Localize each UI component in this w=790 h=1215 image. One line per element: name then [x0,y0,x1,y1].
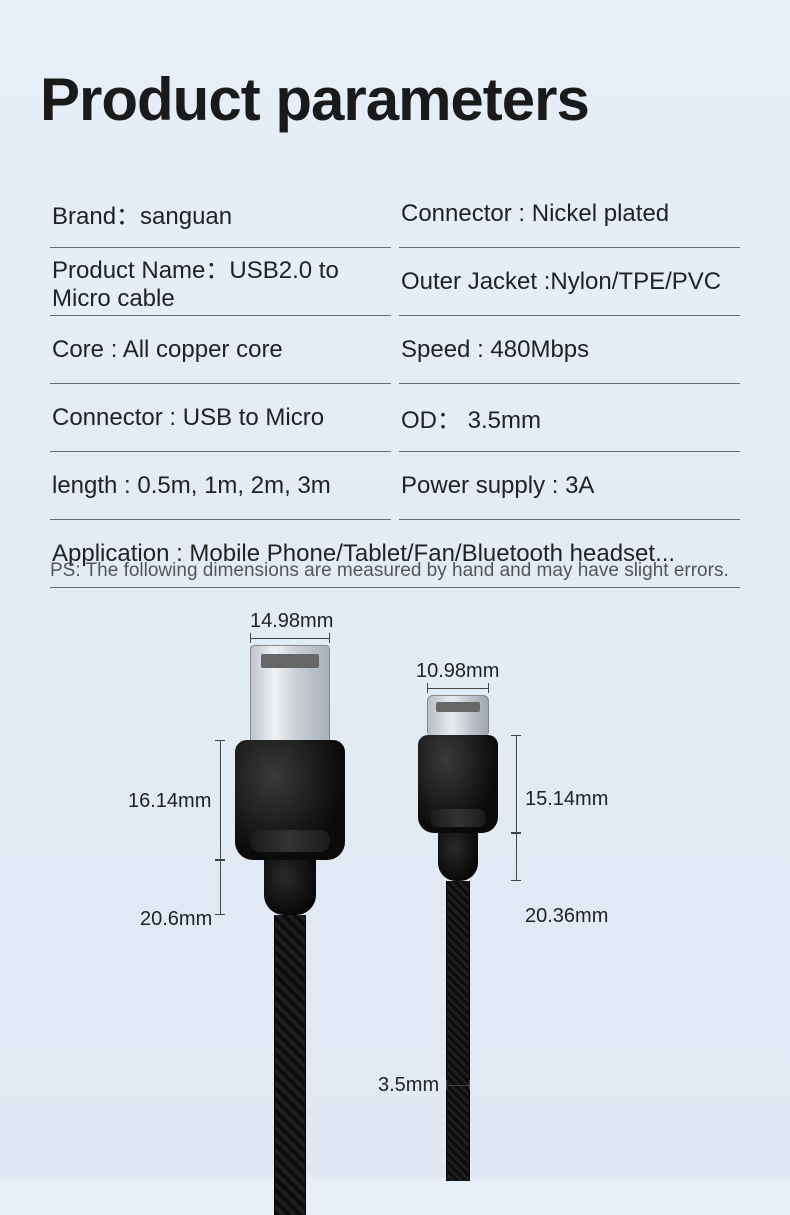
usb-a-body [235,740,345,860]
dim-usb-a-body: 16.14mm [128,790,211,813]
dim-line [516,735,517,833]
micro-tip [427,695,489,735]
dim-line [446,1085,470,1086]
dim-usb-a-width: 14.98mm [250,610,333,633]
usb-a-tip [250,645,330,740]
table-row: Product Name：USB2.0 to Micro cable Outer… [50,248,740,316]
param-speed: Speed : 480Mbps [399,316,740,384]
param-connector-type: Connector : USB to Micro [50,384,391,452]
dim-usb-a-sr: 20.6mm [140,908,212,931]
micro-body [418,735,498,833]
param-od: OD： 3.5mm [399,384,740,452]
footnote: PS: The following dimensions are measure… [50,560,729,582]
dim-micro-body: 15.14mm [525,788,608,811]
param-brand: Brand：sanguan [50,180,391,248]
dim-line [220,740,221,860]
dim-cable-od: 3.5mm [378,1074,439,1097]
connector-diagram: 14.98mm 16.14mm 20.6mm 10.98mm 15.14mm 2… [0,590,790,1177]
table-row: length : 0.5m, 1m, 2m, 3m Power supply :… [50,452,740,520]
param-core: Core : All copper core [50,316,391,384]
usb-a-connector [235,645,345,1215]
dim-line [220,860,221,915]
param-jacket: Outer Jacket :Nylon/TPE/PVC [399,248,740,316]
param-product-name: Product Name：USB2.0 to Micro cable [50,248,391,316]
usb-a-strain-relief [264,860,316,915]
table-row: Core : All copper core Speed : 480Mbps [50,316,740,384]
dim-line [516,833,517,881]
parameters-table: Brand：sanguan Connector : Nickel plated … [50,180,740,588]
micro-usb-connector [418,695,498,1181]
dim-micro-width: 10.98mm [416,660,499,683]
dim-line [427,688,489,689]
dim-line [250,638,330,639]
usb-a-cable [274,915,306,1215]
micro-cable [446,881,470,1181]
param-length: length : 0.5m, 1m, 2m, 3m [50,452,391,520]
param-power: Power supply : 3A [399,452,740,520]
table-row: Connector : USB to Micro OD： 3.5mm [50,384,740,452]
param-connector-plating: Connector : Nickel plated [399,180,740,248]
dim-micro-sr: 20.36mm [525,905,608,928]
table-row: Brand：sanguan Connector : Nickel plated [50,180,740,248]
micro-strain-relief [438,833,478,881]
page-title: Product parameters [40,65,589,134]
